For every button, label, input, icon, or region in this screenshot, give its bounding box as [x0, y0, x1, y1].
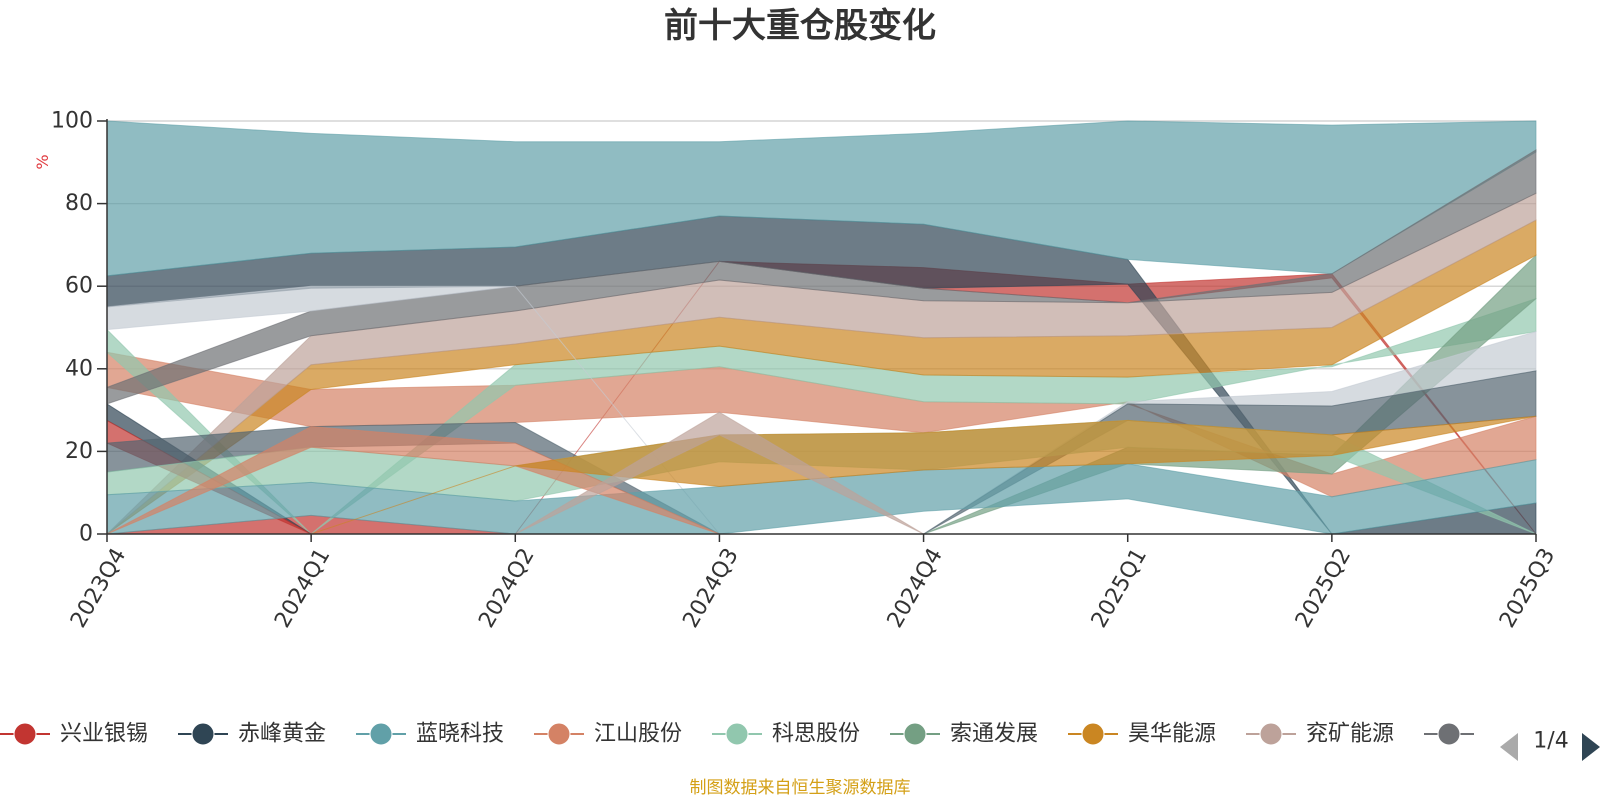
legend-label: 扌 — [1484, 722, 1506, 747]
axes — [106, 119, 1536, 535]
legend-label: 昊华能源 — [1128, 722, 1216, 747]
y-tick-label: 100 — [51, 109, 93, 134]
x-tick-label: 2025Q3 — [1495, 544, 1560, 632]
x-tick-label: 2024Q4 — [883, 544, 948, 632]
x-tick-label: 2024Q1 — [270, 544, 335, 632]
legend-circle-icon — [191, 722, 215, 746]
y-tick-label: 20 — [65, 439, 93, 464]
area-series-16[interactable] — [106, 426, 1536, 535]
legend-item[interactable]: 扌 — [1424, 722, 1506, 747]
area-series-15[interactable] — [106, 459, 1537, 535]
legend-circle-icon — [547, 722, 571, 746]
x-tick-label: 2024Q2 — [474, 544, 539, 632]
y-tick-label: 60 — [65, 274, 93, 299]
legend-next-page-icon[interactable] — [1582, 733, 1600, 761]
x-tick-label: 2025Q1 — [1087, 544, 1152, 632]
y-tick-label: 40 — [65, 356, 93, 381]
legend-item[interactable]: 索通发展 — [890, 722, 1038, 747]
y-tick-label: 80 — [65, 191, 93, 216]
legend-page-indicator: 1/4 — [1533, 729, 1568, 754]
legend-pager[interactable]: 1/4 — [1500, 729, 1600, 762]
legend-circle-icon — [13, 722, 37, 746]
area-series-18[interactable] — [107, 411, 1536, 535]
legend-item[interactable]: 昊华能源 — [1068, 722, 1216, 747]
area-series-9[interactable] — [106, 149, 1537, 405]
legend-item[interactable]: 江山股份 — [534, 722, 682, 747]
legend-item[interactable]: 科思股份 — [712, 722, 860, 747]
legend-circle-icon — [725, 722, 749, 746]
data-source-note: 制图数据来自恒生聚源数据库 — [690, 778, 911, 798]
chart-title: 前十大重仓股变化 — [664, 6, 936, 46]
legend-item[interactable]: 蓝晓科技 — [356, 722, 504, 747]
legend-label: 兖矿能源 — [1306, 722, 1394, 747]
legend-item[interactable]: 兖矿能源 — [1246, 722, 1394, 747]
x-tick-label: 2025Q2 — [1291, 544, 1356, 632]
legend-label: 索通发展 — [950, 722, 1038, 747]
legend-circle-icon — [903, 722, 927, 746]
legend-label: 江山股份 — [594, 722, 682, 747]
legend-label: 科思股份 — [772, 722, 860, 747]
legend[interactable]: 兴业银锡 赤峰黄金 蓝晓科技 江山股份 科思股份 索通发展 昊华能源 兖矿能源 扌 — [0, 722, 1506, 747]
legend-circle-icon — [1437, 722, 1461, 746]
legend-circle-icon — [1081, 722, 1105, 746]
y-tick-label: 0 — [79, 522, 93, 547]
y-tick-labels: 0 20 40 60 80 100 — [51, 109, 107, 547]
legend-circle-icon — [1259, 722, 1283, 746]
legend-prev-page-icon[interactable] — [1500, 733, 1518, 761]
legend-item[interactable]: 兴业银锡 — [0, 722, 148, 747]
legend-label: 兴业银锡 — [60, 722, 148, 747]
legend-circle-icon — [369, 722, 393, 746]
legend-label: 赤峰黄金 — [238, 722, 326, 747]
legend-item[interactable]: 赤峰黄金 — [178, 722, 326, 747]
area-series-group — [106, 120, 1537, 535]
y-axis-label: % — [33, 154, 52, 169]
x-tick-label: 2024Q3 — [678, 544, 743, 632]
x-tick-label: 2023Q4 — [66, 544, 131, 632]
legend-label: 蓝晓科技 — [416, 722, 504, 747]
x-tick-labels: 2023Q4 2024Q1 2024Q2 2024Q3 2024Q4 2025Q1 2025… — [66, 534, 1560, 632]
